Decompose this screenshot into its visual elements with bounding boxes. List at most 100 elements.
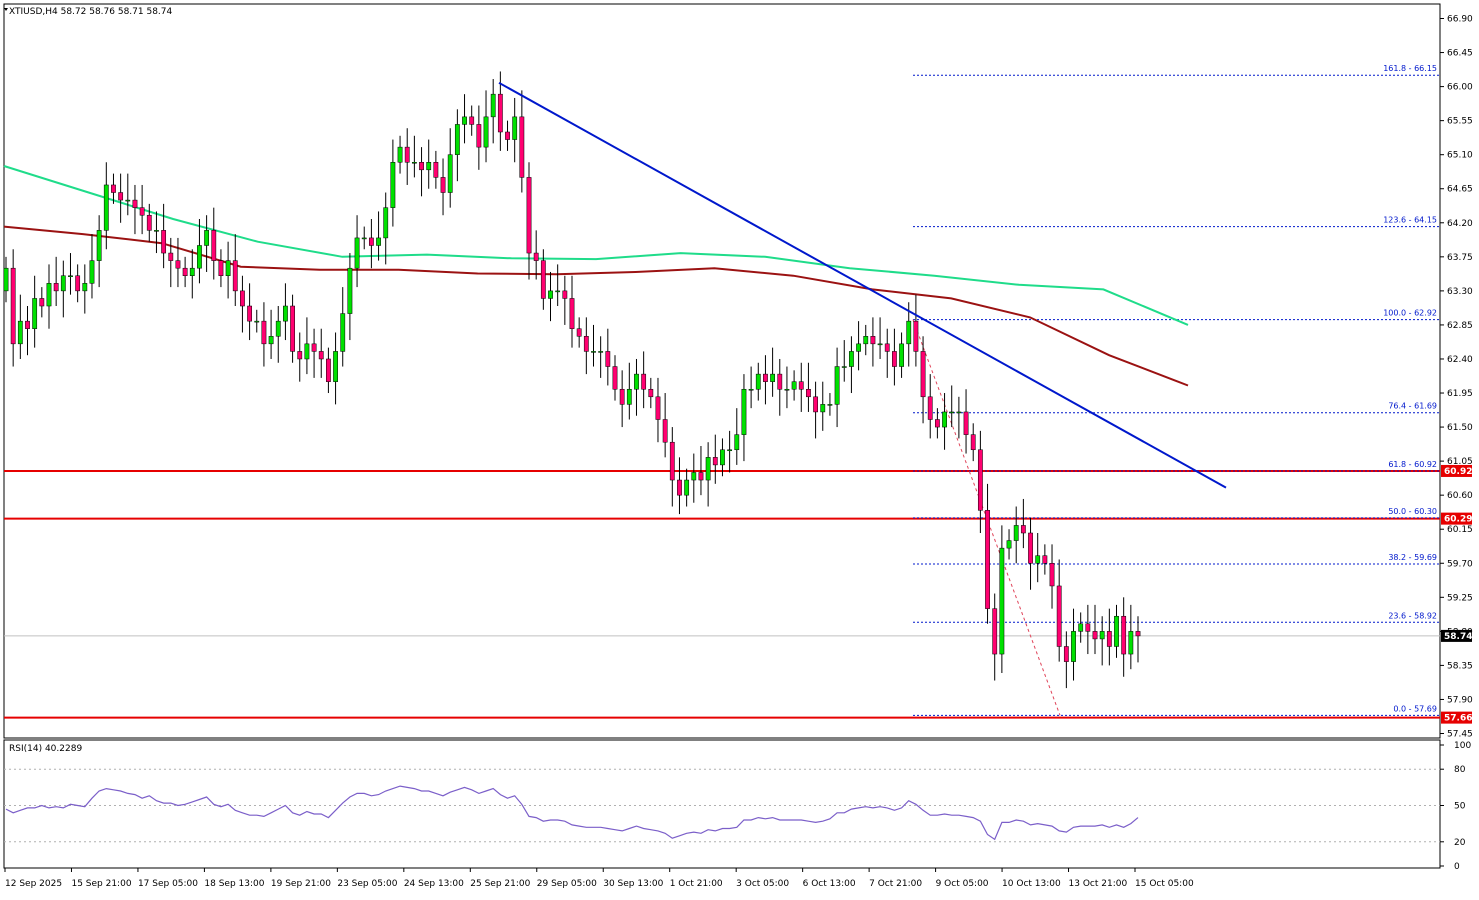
candle-bull[interactable] [956, 411, 962, 414]
candle-bull[interactable] [1099, 631, 1105, 640]
candle-bear[interactable] [1042, 555, 1048, 564]
candle-bull[interactable] [411, 162, 417, 164]
candle-bear[interactable] [985, 510, 990, 609]
bearish-trendline[interactable] [498, 81, 1227, 489]
candle-bull[interactable] [96, 230, 102, 261]
candle-bull[interactable] [1013, 525, 1019, 541]
candle-bear[interactable] [884, 343, 890, 352]
candle-bear[interactable] [318, 351, 324, 360]
candle-bull[interactable] [626, 388, 632, 405]
candle-bull[interactable] [103, 184, 109, 231]
candle-bull[interactable] [755, 373, 761, 390]
candle-bear[interactable] [698, 472, 704, 481]
candle-bull[interactable] [1114, 615, 1119, 647]
candle-bear[interactable] [920, 351, 926, 398]
symbol-menu-icon[interactable] [4, 8, 8, 11]
candle-bear[interactable] [139, 207, 145, 216]
candle-bear[interactable] [963, 411, 969, 435]
candle-bear[interactable] [39, 298, 45, 307]
candle-bear[interactable] [440, 177, 446, 193]
candle-bear[interactable] [1106, 631, 1112, 647]
candle-bull[interactable] [462, 116, 467, 125]
candle-bear[interactable] [977, 449, 983, 511]
candle-bull[interactable] [304, 343, 310, 360]
candle-bear[interactable] [1092, 631, 1098, 640]
candle-bear[interactable] [10, 267, 16, 345]
candle-bear[interactable] [655, 396, 661, 420]
candle-bull[interactable] [490, 93, 496, 118]
candle-bull[interactable] [340, 313, 346, 352]
candle-bear[interactable] [583, 336, 589, 352]
candle-bear[interactable] [290, 305, 295, 352]
candle-bull[interactable] [820, 404, 826, 413]
candle-bull[interactable] [46, 283, 52, 307]
candle-bear[interactable] [562, 290, 568, 299]
candle-bear[interactable] [763, 373, 768, 382]
candle-bear[interactable] [261, 320, 267, 345]
candle-bull[interactable] [426, 162, 432, 171]
candle-bull[interactable] [383, 207, 389, 239]
candle-bull[interactable] [748, 388, 754, 391]
candle-bear[interactable] [569, 298, 575, 329]
candle-bull[interactable] [1128, 631, 1134, 655]
candle-bear[interactable] [118, 192, 124, 201]
candle-bull[interactable] [268, 336, 274, 345]
candle-bear[interactable] [182, 267, 188, 276]
candle-bear[interactable] [892, 351, 897, 367]
candle-bull[interactable] [591, 351, 596, 353]
candle-bull[interactable] [1006, 540, 1012, 549]
candle-bull[interactable] [906, 320, 912, 345]
candle-bear[interactable] [526, 177, 532, 254]
candle-bull[interactable] [333, 351, 338, 382]
candle-bear[interactable] [648, 388, 654, 398]
candle-bull[interactable] [3, 267, 9, 292]
candle-bear[interactable] [368, 237, 374, 246]
candle-bear[interactable] [612, 366, 618, 390]
candle-bull[interactable] [60, 275, 66, 292]
candle-bull[interactable] [720, 449, 725, 466]
candle-bear[interactable] [1020, 525, 1026, 534]
candle-bear[interactable] [669, 441, 675, 481]
candle-bear[interactable] [53, 283, 59, 292]
candle-bear[interactable] [211, 230, 217, 261]
candle-bear[interactable] [1049, 563, 1055, 587]
candle-bull[interactable] [863, 336, 869, 345]
candle-bull[interactable] [17, 320, 23, 345]
candle-bull[interactable] [949, 411, 955, 414]
candle-bear[interactable] [992, 608, 998, 655]
candle-bear[interactable] [476, 124, 482, 148]
candle-bear[interactable] [469, 116, 475, 125]
candle-bear[interactable] [777, 373, 783, 390]
candle-bear[interactable] [798, 381, 804, 390]
candle-bear[interactable] [132, 199, 138, 208]
candle-bull[interactable] [354, 237, 360, 269]
candle-bear[interactable] [662, 419, 668, 443]
candle-bear[interactable] [677, 479, 682, 496]
candle-bear[interactable] [927, 396, 933, 420]
candle-bull[interactable] [741, 388, 747, 435]
candle-bear[interactable] [519, 116, 525, 178]
candle-bear[interactable] [218, 260, 224, 276]
candle-bull[interactable] [154, 230, 159, 232]
candle-bear[interactable] [111, 184, 116, 193]
candle-bear[interactable] [161, 230, 167, 254]
candle-bear[interactable] [576, 328, 582, 337]
candle-bull[interactable] [397, 146, 403, 163]
candle-bull[interactable] [899, 343, 904, 367]
candle-bull[interactable] [548, 290, 553, 299]
candle-bear[interactable] [641, 373, 647, 390]
candle-bull[interactable] [834, 366, 840, 405]
candle-bear[interactable] [1028, 532, 1033, 564]
candle-bear[interactable] [240, 290, 245, 307]
candle-bear[interactable] [311, 343, 317, 352]
candle-bull[interactable] [791, 381, 797, 390]
candle-bull[interactable] [275, 320, 281, 337]
candle-bear[interactable] [970, 434, 976, 451]
candle-bull[interactable] [189, 267, 195, 276]
candle-bear[interactable] [1063, 646, 1069, 662]
candle-bull[interactable] [727, 449, 733, 452]
candle-bear[interactable] [605, 351, 611, 367]
candle-bull[interactable] [512, 116, 518, 140]
candle-bull[interactable] [283, 305, 288, 322]
